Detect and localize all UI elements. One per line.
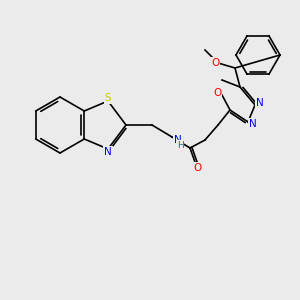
Text: S: S <box>105 93 111 103</box>
Text: N: N <box>174 135 182 145</box>
Text: O: O <box>213 88 221 98</box>
Text: H: H <box>177 140 183 149</box>
Text: O: O <box>211 58 219 68</box>
Text: O: O <box>194 163 202 173</box>
Text: N: N <box>249 119 257 129</box>
Text: N: N <box>256 98 264 108</box>
Text: N: N <box>104 147 112 157</box>
